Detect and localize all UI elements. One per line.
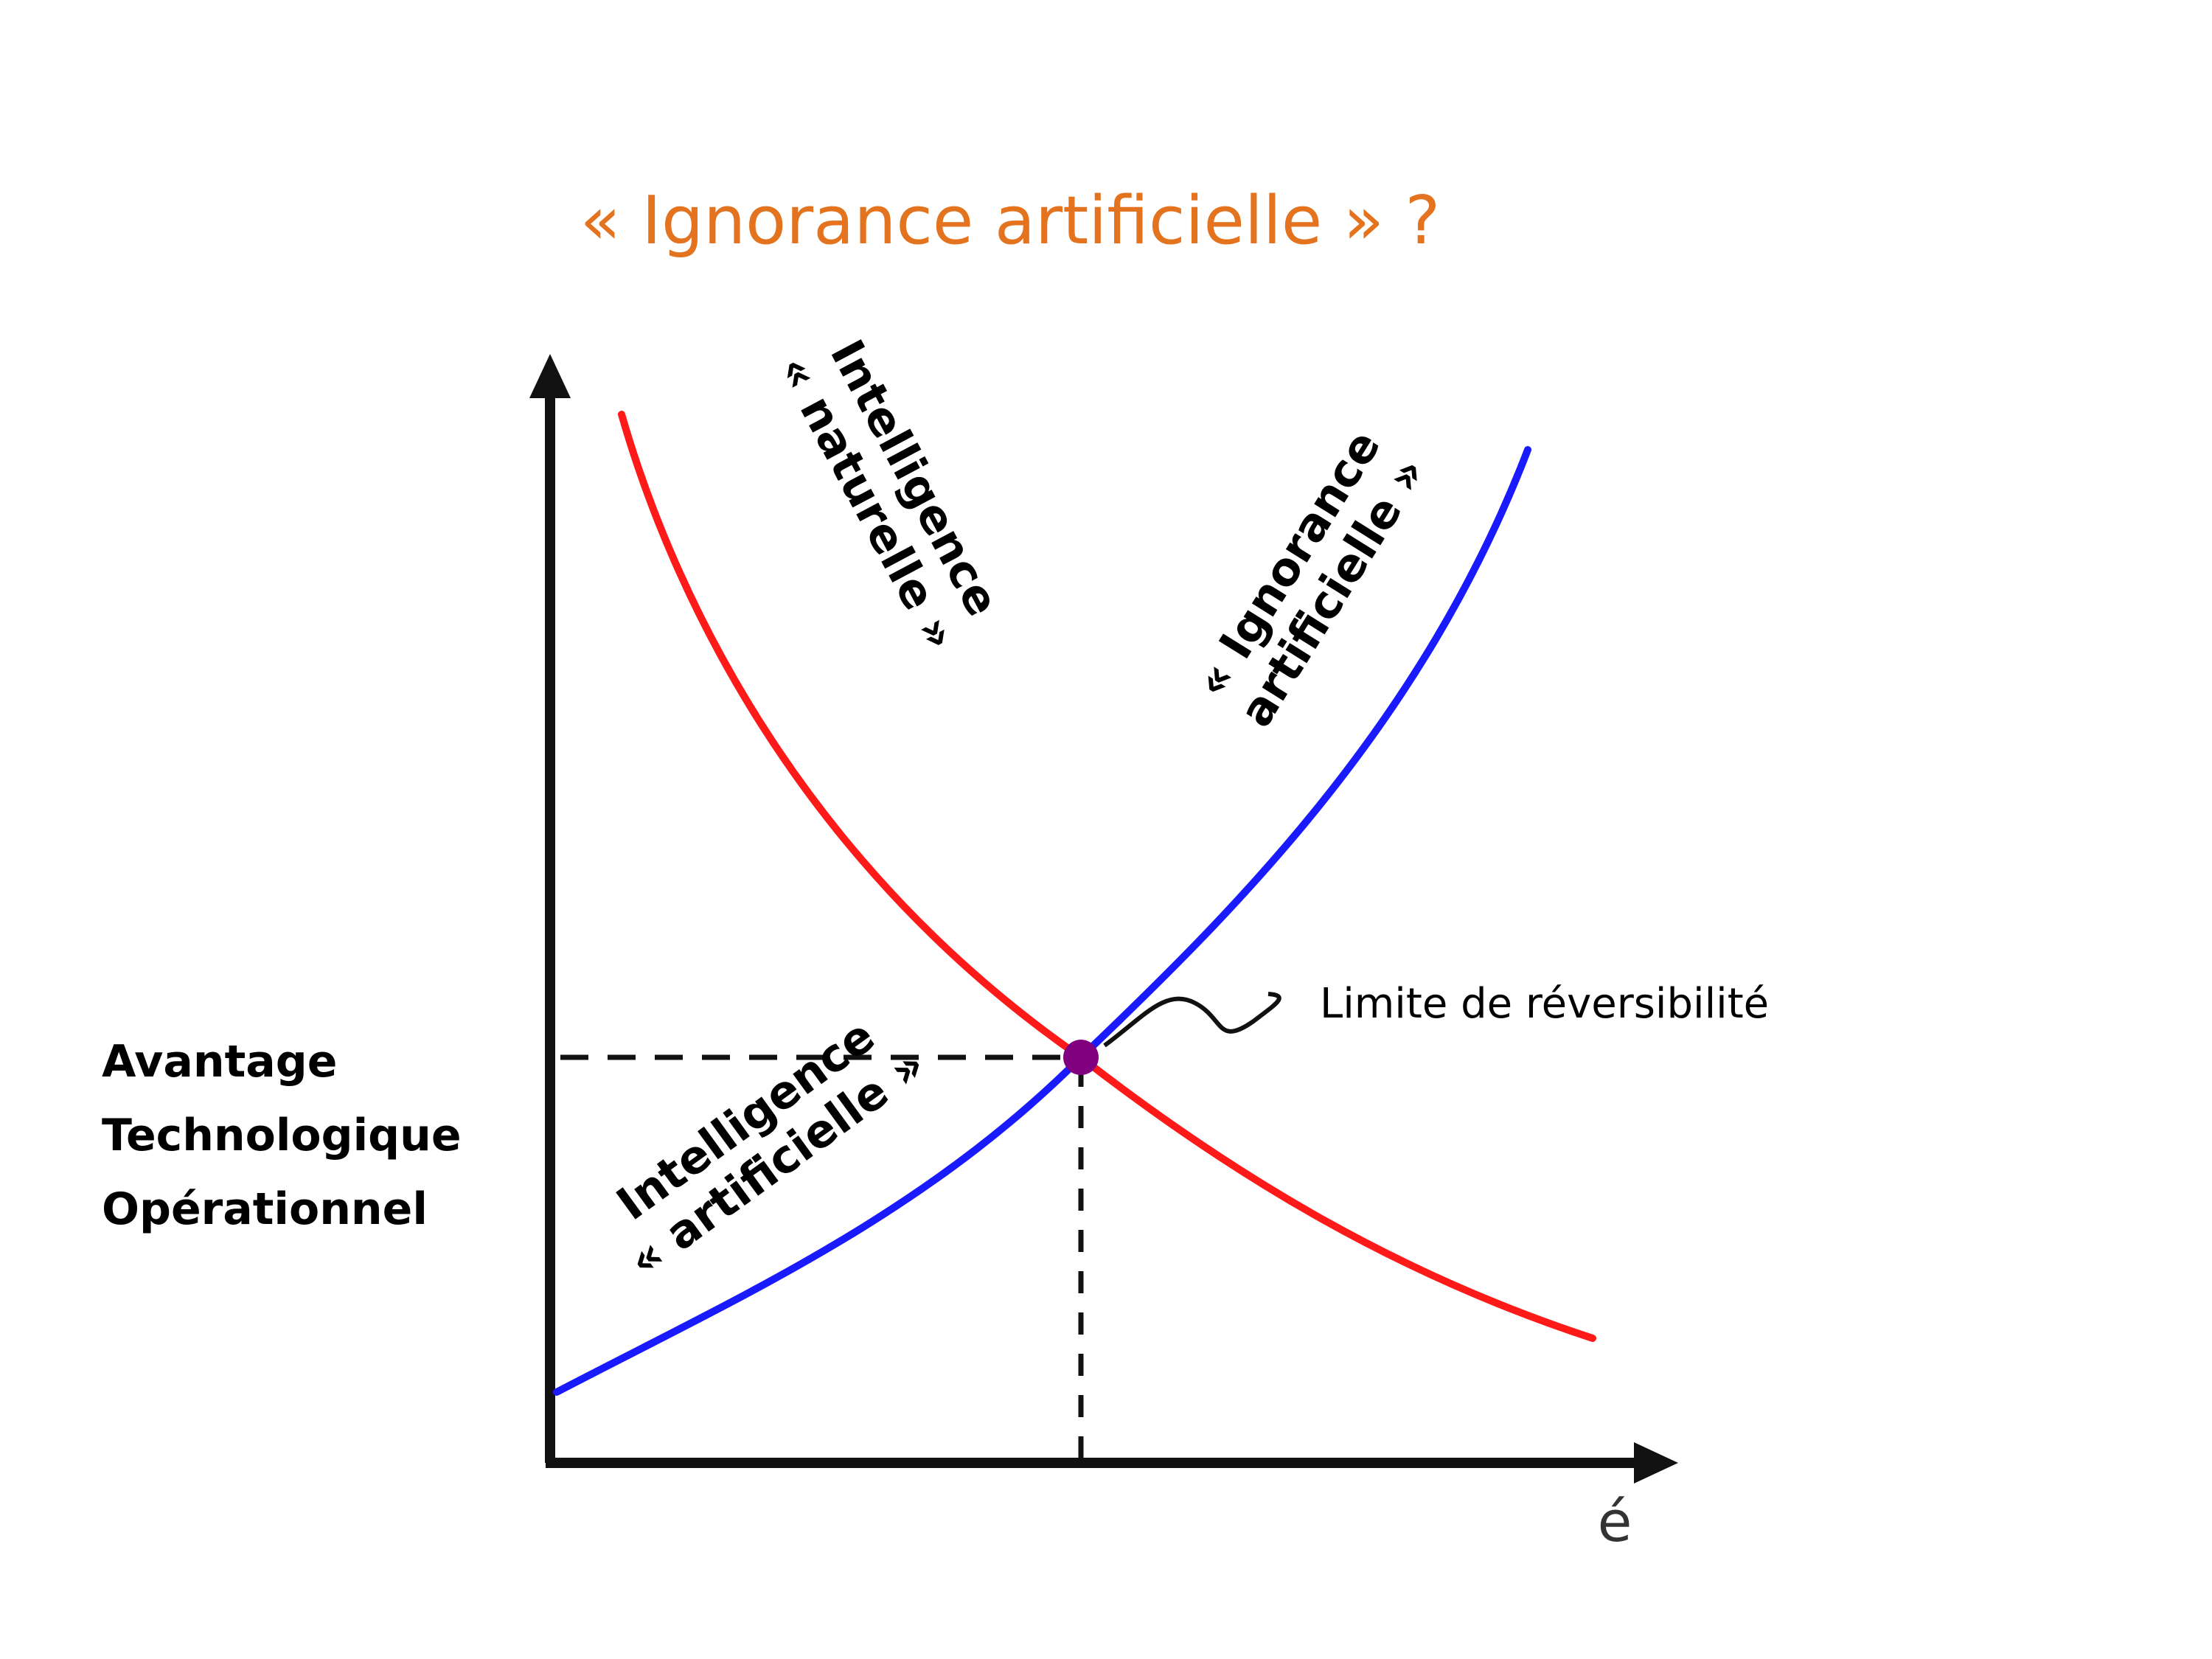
guide-lines	[560, 1054, 1084, 1460]
x-axis-arrowhead	[1634, 1442, 1678, 1484]
y-axis-label-line-2: Technologique	[102, 1110, 462, 1161]
natural-intelligence-curve	[618, 411, 1596, 1342]
reversibility-limit-label: Limite de réversibilité	[1320, 980, 1769, 1028]
slide-title: « Ignorance artificielle » ?	[580, 182, 1441, 260]
artificial-ignorance-label: « Ignorance artificielle »	[1184, 421, 1436, 736]
x-axis-label: é	[1598, 1489, 1632, 1554]
reversibility-callout-line	[1103, 992, 1281, 1048]
y-axis-arrowhead	[529, 354, 571, 398]
y-axis-label: Avantage Technologique Opérationnel	[102, 1036, 462, 1235]
natural-intelligence-label: Intelligence « naturelle »	[768, 331, 1010, 658]
reversibility-limit-marker	[1063, 1040, 1099, 1075]
y-axis-label-line-1: Avantage	[102, 1036, 337, 1088]
y-axis-label-line-3: Opérationnel	[102, 1183, 428, 1235]
artificial-intelligence-label: Intelligence « artificielle »	[607, 1009, 935, 1288]
axes	[529, 354, 1678, 1484]
